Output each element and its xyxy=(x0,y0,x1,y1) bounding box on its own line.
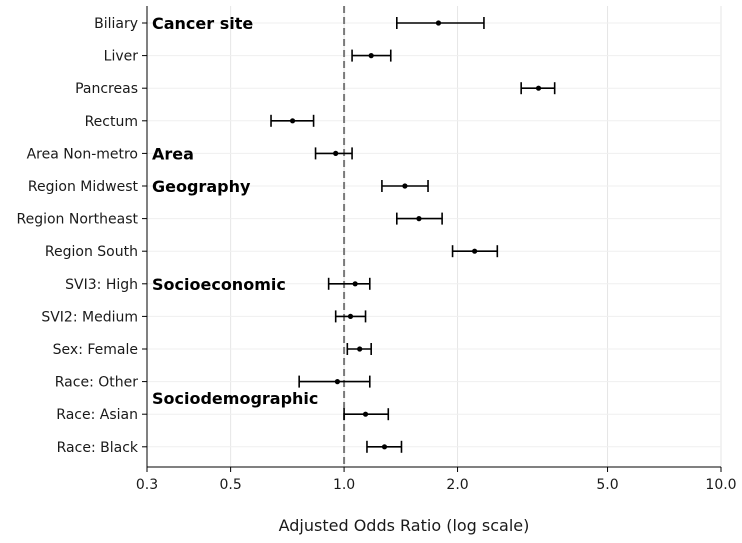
point-estimate-2 xyxy=(535,85,542,91)
group-label-3: Socioeconomic xyxy=(152,275,286,294)
row-label-9: SVI2: Medium xyxy=(41,309,138,325)
group-label-0: Cancer site xyxy=(152,14,253,33)
x-tick-label-0: 0.3 xyxy=(136,477,158,493)
group-label-4: Sociodemographic xyxy=(152,389,318,408)
row-label-0: Biliary xyxy=(94,16,138,32)
x-tick-label-1: 0.5 xyxy=(219,477,241,493)
row-label-13: Race: Black xyxy=(57,440,139,456)
row-label-11: Race: Other xyxy=(55,375,138,391)
point-estimate-11 xyxy=(334,379,340,385)
row-label-6: Region Northeast xyxy=(16,212,138,228)
point-estimate-7 xyxy=(472,248,478,254)
point-estimate-1 xyxy=(368,53,374,59)
x-tick-label-4: 5.0 xyxy=(596,477,618,493)
point-estimate-13 xyxy=(381,444,388,450)
point-estimate-12 xyxy=(362,411,369,417)
point-estimate-10 xyxy=(357,346,363,352)
row-label-10: Sex: Female xyxy=(53,342,138,358)
row-label-12: Race: Asian xyxy=(56,407,138,423)
x-tick-label-5: 10.0 xyxy=(705,477,736,493)
point-estimate-4 xyxy=(333,150,339,156)
x-tick-label-2: 1.0 xyxy=(333,477,355,493)
row-label-3: Rectum xyxy=(85,114,138,130)
row-label-4: Area Non-metro xyxy=(27,146,138,162)
point-estimate-3 xyxy=(289,118,296,124)
point-estimate-6 xyxy=(416,216,422,222)
x-tick-label-3: 2.0 xyxy=(446,477,468,493)
row-label-1: Liver xyxy=(104,49,139,65)
group-label-2: Geography xyxy=(152,177,251,196)
point-estimate-5 xyxy=(402,183,408,189)
row-label-8: SVI3: High xyxy=(65,277,138,293)
row-label-7: Region South xyxy=(45,244,138,260)
x-axis-title: Adjusted Odds Ratio (log scale) xyxy=(279,516,530,535)
row-label-2: Pancreas xyxy=(75,81,138,97)
point-estimate-8 xyxy=(352,281,358,287)
point-estimate-0 xyxy=(435,20,442,26)
group-label-1: Area xyxy=(152,144,194,163)
point-estimate-9 xyxy=(347,313,354,319)
row-label-5: Region Midwest xyxy=(28,179,139,195)
